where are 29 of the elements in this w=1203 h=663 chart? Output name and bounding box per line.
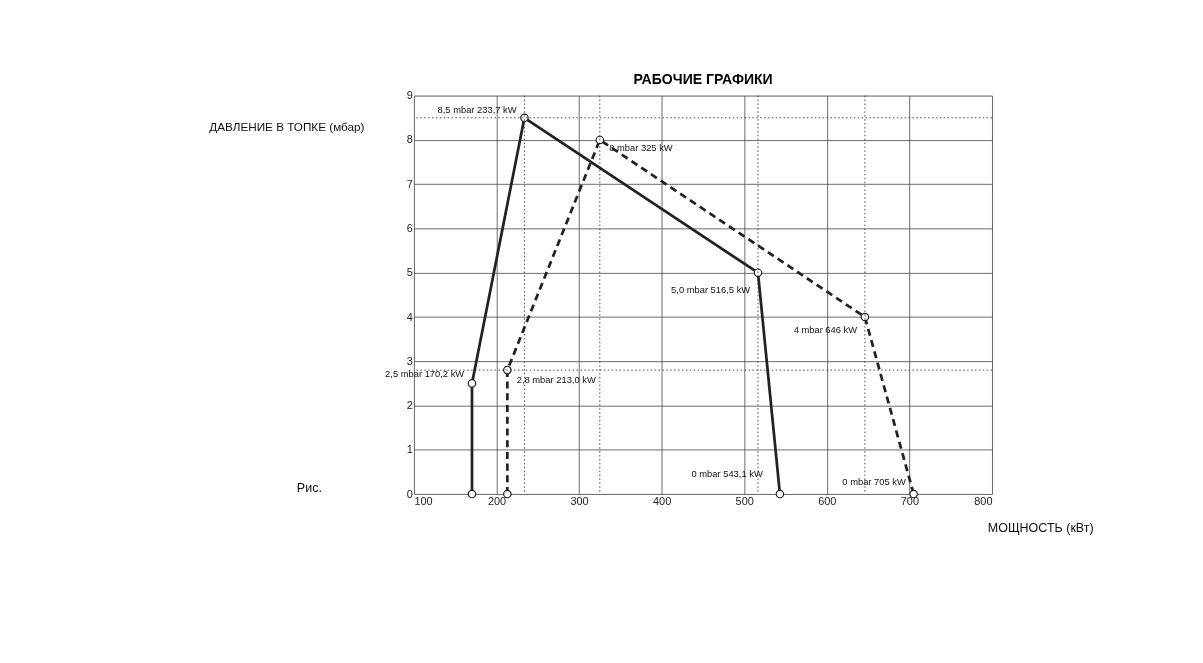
y-tick-label: 0 <box>406 487 413 500</box>
x-tick-label: 100 <box>414 494 433 507</box>
annotation: 8 mbar 325 kW <box>609 142 673 153</box>
x-tick-label: 600 <box>818 494 837 507</box>
x-tick-label: 300 <box>570 494 589 507</box>
y-tick-label: 1 <box>406 443 413 456</box>
y-tick-label: 3 <box>406 354 413 367</box>
x-tick-label: 800 <box>974 494 993 507</box>
y-tick-label: 7 <box>406 177 413 190</box>
y-axis-title: ДАВЛЕНИЕ В ТОПКЕ (мбар) <box>209 119 365 133</box>
annotation: 0 mbar 705 kW <box>842 476 906 487</box>
x-tick-label: 200 <box>487 494 507 507</box>
annotation: 8,5 mbar 233,7 kW <box>437 105 517 116</box>
annotation: 5,0 mbar 516,5 kW <box>671 285 751 296</box>
y-tick-label: 8 <box>406 133 413 146</box>
x-tick-label: 700 <box>900 494 920 507</box>
y-tick-label: 5 <box>406 266 413 279</box>
annotation: 2,8 mbar 213,0 kW <box>516 374 596 385</box>
y-tick-label: 4 <box>406 310 413 323</box>
x-tick-label: 400 <box>653 494 672 507</box>
chart-title: РАБОЧИЕ ГРАФИКИ <box>633 70 773 87</box>
x-axis-title: МОЩНОСТЬ (кВт) <box>987 521 1094 536</box>
y-tick-label: 6 <box>406 221 413 234</box>
x-tick-label: 500 <box>735 494 754 507</box>
y-tick-label: 9 <box>406 89 413 102</box>
y-tick-label: 2 <box>406 399 413 412</box>
annotation: 4 mbar 646 kW <box>793 324 858 335</box>
text: Рис. <box>296 480 322 495</box>
annotation: 0 mbar 543,1 kW <box>691 468 763 479</box>
